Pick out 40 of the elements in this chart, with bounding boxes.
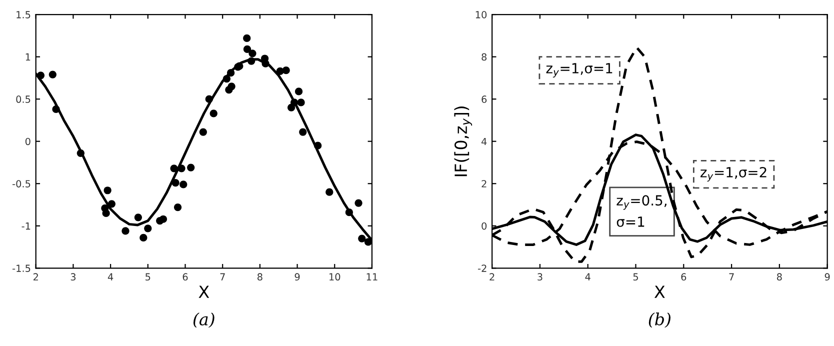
y-tick-label: 0.5: [16, 96, 30, 103]
y-tick-label: 0: [25, 138, 30, 146]
x-tick-label: 6: [681, 273, 686, 281]
x-tick-label: 5: [633, 273, 638, 281]
x-tick-label: 4: [585, 273, 590, 280]
text: (a): [193, 312, 214, 328]
x-tick-label: 3: [70, 273, 76, 281]
y-tick-label: 4: [481, 138, 487, 146]
y-tick-label: -1: [22, 222, 30, 230]
x-tick-label: 5: [146, 273, 150, 281]
y-tick-label: -2: [478, 264, 486, 272]
x-tick-label: 10: [330, 273, 340, 281]
x-tick-label: 11: [366, 273, 378, 280]
text: (b): [648, 312, 670, 328]
y-tick-label: -0.5: [12, 180, 30, 188]
x-tick-label: 2: [33, 273, 38, 280]
series-label: z$_{y}$=1,σ=2: [700, 166, 766, 182]
x-tick-label: 6: [182, 273, 188, 281]
x-axis-title: X: [654, 286, 665, 298]
y-tick-label: -1.5: [12, 264, 30, 272]
x-tick-label: 7: [729, 273, 734, 280]
x-tick-label: 8: [777, 273, 782, 281]
y-tick-label: 2: [482, 180, 486, 188]
y-tick-label: 1.5: [16, 11, 30, 18]
x-tick-label: 3: [538, 273, 542, 281]
y-tick-label: 6: [482, 96, 487, 103]
series-label: z$_{y}$=1,σ=1: [546, 63, 612, 78]
x-tick-label: 7: [220, 273, 225, 280]
x-tick-label: 8: [257, 273, 262, 281]
series-label: z$_{y}$=0.5, σ=1: [616, 195, 666, 227]
x-tick-label: 4: [108, 273, 114, 280]
y-tick-label: 0: [482, 222, 487, 230]
x-tick-label: 2: [490, 273, 494, 280]
y-tick-label: 1: [26, 53, 30, 60]
x-tick-label: 9: [824, 273, 830, 281]
x-tick-label: 9: [294, 273, 300, 281]
x-axis-title: X: [198, 286, 210, 298]
y-axis-title: IF([0,z$_{y}$]): [454, 106, 472, 176]
y-tick-label: 8: [482, 53, 487, 61]
y-tick-label: 10: [476, 11, 487, 18]
